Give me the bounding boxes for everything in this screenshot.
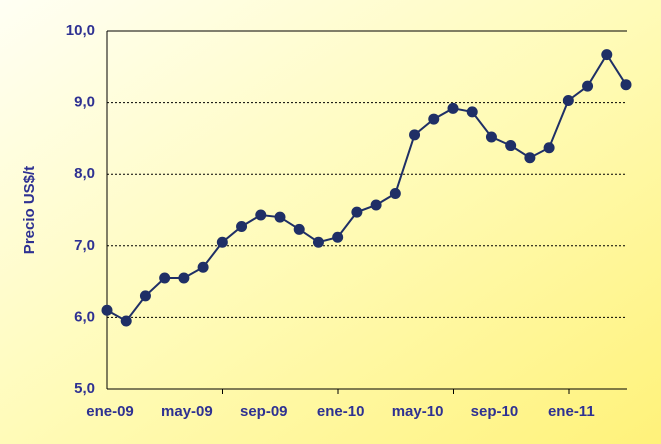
y-tick-label: 9,0 [74, 94, 95, 111]
y-tick-label: 6,0 [74, 308, 95, 325]
marker [178, 272, 190, 284]
marker [543, 142, 555, 154]
y-axis-label: Precio US$/t [21, 166, 38, 254]
y-tick-label: 10,0 [66, 22, 95, 39]
line [106, 52, 627, 323]
marker [216, 236, 228, 248]
marker [101, 304, 113, 316]
x-tick-label: sep-09 [240, 403, 288, 420]
marker [505, 140, 517, 152]
marker [120, 315, 132, 327]
marker [620, 79, 632, 91]
marker [236, 220, 248, 232]
marker [466, 106, 478, 118]
marker [447, 102, 459, 114]
marker [524, 152, 536, 164]
marker [139, 290, 151, 302]
marker [601, 49, 613, 61]
marker [255, 209, 267, 221]
marker [582, 80, 594, 92]
x-tick-label: ene-11 [548, 403, 595, 420]
marker [370, 199, 382, 211]
marker [409, 129, 421, 141]
x-tick-label: ene-09 [86, 403, 134, 420]
x-tick-label: may-09 [161, 403, 213, 420]
marker [332, 231, 344, 243]
marker [159, 272, 171, 284]
marker [351, 206, 363, 218]
y-tick-label: 8,0 [74, 165, 95, 182]
marker [485, 131, 497, 143]
marker [274, 211, 286, 223]
marker [389, 188, 401, 200]
marker [562, 94, 574, 106]
y-tick-label: 7,0 [74, 237, 95, 254]
y-tick-label: 5,0 [74, 380, 95, 397]
x-tick-label: sep-10 [471, 403, 519, 420]
marker [428, 113, 440, 125]
x-tick-label: may-10 [392, 403, 444, 420]
x-tick-label: ene-10 [317, 403, 365, 420]
marker [293, 223, 305, 235]
marker [197, 261, 209, 273]
marker [312, 236, 324, 248]
